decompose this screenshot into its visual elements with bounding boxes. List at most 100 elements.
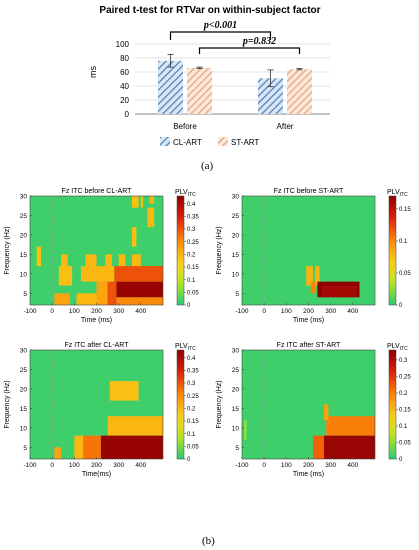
y-tick-label: 30: [232, 194, 240, 201]
x-tick-label: -100: [235, 462, 248, 469]
colorbar-tick-label: 0.25: [187, 394, 199, 400]
x-tick-label: 400: [347, 462, 358, 469]
colorbar-tick-label: 0.25: [399, 375, 411, 381]
x-axis-label: Time (ms): [293, 317, 324, 324]
colorbar-tick-label: 0.1: [187, 278, 196, 284]
heatmap-svg: Fz ITC before ST-ART-100 0 100 200 300 400510…: [216, 188, 411, 324]
colorbar-tick-label: 0.05: [399, 271, 411, 277]
heatmap-cell: [36, 246, 42, 267]
x-tick-label: 300: [325, 308, 336, 315]
x-tick-label: 0: [50, 462, 54, 469]
y-tick-label: 15: [232, 406, 240, 413]
colorbar-tick-label: 0.2: [187, 407, 196, 413]
heatmap-title: Fz ITC after ST-ART: [277, 342, 341, 349]
y-tick-label: 5: [23, 445, 27, 452]
heatmap-cell: [76, 293, 97, 305]
x-tick-label: 200: [303, 462, 314, 469]
heatmap-cell: [131, 227, 137, 247]
caption-b: (b): [202, 535, 215, 547]
y-axis-label: Frequency (Hz): [216, 226, 223, 274]
colorbar-tick-label: 0.1: [399, 239, 408, 245]
heatmap-cell: [315, 266, 320, 286]
y-axis-label: Frequency (Hz): [4, 226, 11, 274]
y-tick-label: 5: [235, 291, 239, 298]
x-tick-label: -100: [235, 308, 248, 315]
colorbar-tick-label: 0.05: [187, 445, 199, 451]
colorbar-tick-label: 0.1: [399, 424, 408, 430]
colorbar-tick-label: 0.35: [187, 368, 199, 374]
legend-swatch-st-art: [218, 137, 228, 146]
colorbar-tick-label: 0.3: [187, 381, 196, 387]
heatmap-cell: [85, 254, 97, 267]
heatmap-cell: [147, 207, 155, 228]
heatmap-cell: [118, 254, 126, 267]
colorbar-tick-label: 0.15: [399, 408, 411, 414]
heatmap-cell: [131, 254, 141, 267]
bar-st-art-before: [187, 67, 212, 114]
y-tick-label: 20: [20, 386, 28, 393]
colorbar-tick-label: 0.15: [187, 419, 199, 425]
x-tick-label: 300: [113, 308, 124, 315]
colorbar-tick-label: 0.35: [187, 214, 199, 220]
x-axis-label: Time (ms): [81, 317, 112, 324]
heatmap-panel-before-st-art: Fz ITC before ST-ART -100 0 100 200 300 400 5 10…: [212, 186, 419, 336]
heatmap-title: Fz ITC before CL-ART: [62, 188, 133, 195]
colorbar-tick-label: 0.2: [187, 253, 196, 259]
x-tick-label: 200: [303, 308, 314, 315]
x-tick-label: 400: [135, 308, 146, 315]
heatmap-cell: [83, 435, 101, 459]
x-tick-label: 100: [69, 308, 80, 315]
heatmap-cell: [30, 196, 55, 305]
colorbar-tick-label: 0: [187, 303, 191, 309]
colorbar-tick-label: 0.2: [399, 391, 408, 397]
heatmap-cell: [149, 196, 155, 204]
colorbar-title: PLVITC: [387, 343, 408, 352]
significance-bracket-2: [198, 47, 301, 54]
y-tick-label: 15: [20, 406, 28, 413]
heatmap-cell: [131, 196, 139, 208]
x-tick-label: 300: [113, 462, 124, 469]
y-axis-label: Frequency (Hz): [4, 380, 11, 428]
heatmap-panel-before-cl-art: Fz ITC before CL-ART -100 0 100 200 300 400 5 10…: [0, 186, 207, 336]
heatmap-panel-after-st-art: Fz ITC after ST-ART -100 0 100 200 300 400 5 10 1…: [212, 340, 419, 490]
x-tick-label: 100: [69, 462, 80, 469]
y-tick-label: 20: [232, 232, 240, 239]
heatmap-cell: [61, 254, 68, 267]
heatmap-cell: [326, 416, 375, 436]
colorbar-tick-label: 0.3: [399, 358, 408, 364]
colorbar: [176, 195, 185, 306]
bar-category-after: After: [277, 122, 294, 131]
bar-y-tick-100: 100: [116, 40, 130, 49]
bar-y-tick-40: 40: [120, 82, 129, 91]
y-tick-label: 25: [20, 213, 28, 220]
heatmap-cell: [58, 266, 73, 286]
heatmap-cell: [324, 404, 329, 421]
bar-chart-y-label: ms: [88, 66, 98, 78]
legend-label-st-art: ST-ART: [231, 138, 259, 147]
bar-st-art-after: [287, 69, 312, 114]
heatmap-cell: [321, 285, 358, 298]
y-tick-label: 25: [20, 367, 28, 374]
y-tick-label: 30: [20, 194, 28, 201]
x-tick-label: 100: [281, 308, 292, 315]
heatmap-cell: [116, 281, 163, 298]
y-tick-label: 5: [23, 291, 27, 298]
legend-swatch-cl-art: [160, 137, 170, 146]
x-axis-label: Time (ms): [293, 471, 324, 478]
heatmap-cell: [109, 381, 139, 401]
heatmap-cell: [310, 281, 316, 294]
heatmap-svg: Fz ITC after CL-ART-100 0 100 200 300 4005101…: [4, 342, 199, 478]
colorbar-title: PLVITC: [175, 343, 196, 352]
colorbar-tick-label: 0.4: [187, 202, 196, 208]
x-tick-label: 100: [281, 462, 292, 469]
y-tick-label: 10: [232, 271, 240, 278]
colorbar-tick-label: 0: [399, 303, 403, 309]
bar-chart-categories: Before After: [173, 122, 294, 131]
x-tick-label: -100: [23, 462, 36, 469]
x-axis-label: Time(ms): [82, 471, 111, 478]
bar-chart-legend: CL-ART ST-ART: [160, 137, 259, 147]
heatmap-title: Fz ITC before ST-ART: [274, 188, 344, 195]
heatmap-cell: [140, 196, 144, 208]
heatmap-cell: [324, 435, 375, 459]
y-tick-label: 25: [232, 367, 240, 374]
